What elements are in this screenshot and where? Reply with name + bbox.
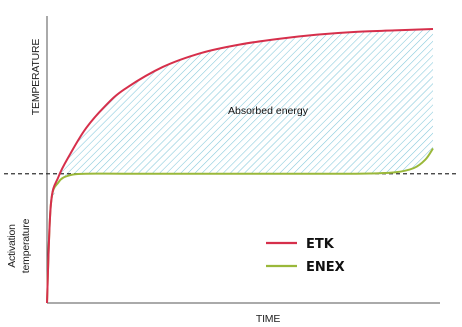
x-axis-label: TIME [256,313,280,325]
plot-area [4,16,458,304]
series-line-enex [46,147,434,304]
legend: ETK ENEX [266,237,345,275]
absorbed-energy-label: Absorbed energy [228,105,309,117]
legend-label-etk: ETK [306,237,335,252]
legend-label-enex: ENEX [306,260,345,275]
threshold-label-line-2: temperature [20,218,32,273]
y-axis-label: TEMPERATURE [30,39,42,116]
series-line-etk [46,28,434,304]
threshold-label-line-1: Activation [6,224,18,268]
absorbed-energy-area [47,29,433,304]
